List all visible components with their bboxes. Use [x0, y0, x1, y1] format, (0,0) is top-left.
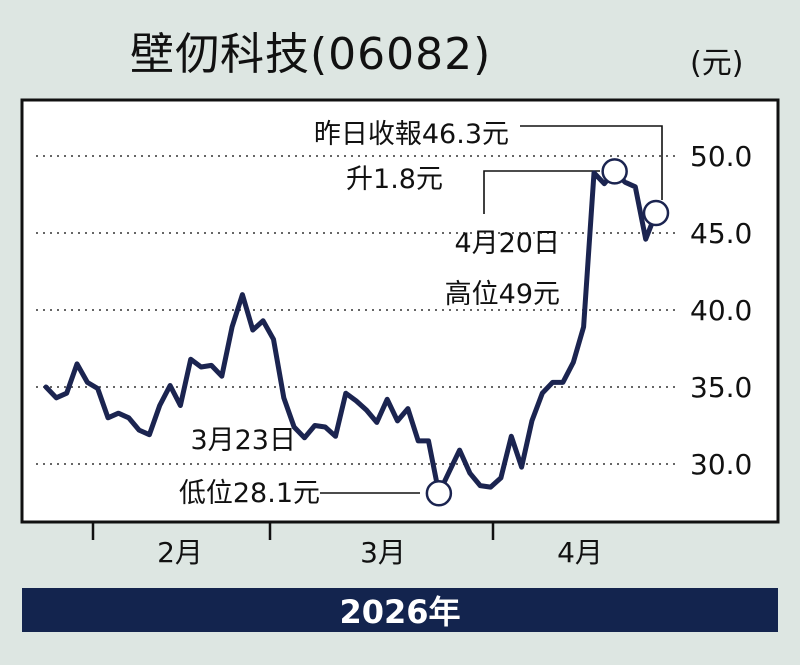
- x-axis: 2月 3月 4月: [91, 522, 603, 569]
- y-ticks: 30.0 35.0 40.0 45.0 50.0: [690, 140, 752, 481]
- y-tick-label: 40.0: [690, 294, 752, 327]
- chart-title: 壁仞科技(06082): [130, 29, 492, 80]
- y-tick-label: 50.0: [690, 140, 752, 173]
- high-leader-line: [483, 170, 600, 214]
- gridlines: [36, 155, 680, 465]
- price-series: [43, 168, 659, 496]
- unit-label: (元): [690, 46, 744, 81]
- x-tick-label: 2月: [157, 536, 203, 569]
- close-leader-line: [520, 125, 663, 200]
- annotation-markers: [425, 158, 670, 507]
- price-line: [43, 168, 659, 496]
- annotation-leaders: [320, 125, 663, 494]
- x-tick-label: 4月: [557, 536, 603, 569]
- y-tick-label: 45.0: [690, 217, 752, 250]
- year-label: 2026年: [339, 593, 461, 631]
- close-point-marker: [642, 199, 670, 227]
- year-bar: 2026年: [22, 588, 778, 632]
- low-annotation-line1: 3月23日: [190, 425, 296, 456]
- y-tick-label: 35.0: [690, 371, 752, 404]
- close-annotation-line1: 昨日收報46.3元: [314, 119, 509, 150]
- high-annotation-line2: 高位49元: [445, 279, 560, 310]
- high-point-marker: [601, 158, 628, 185]
- x-tick-label: 3月: [360, 536, 406, 569]
- high-annotation-line1: 4月20日: [454, 228, 560, 259]
- y-tick-label: 30.0: [690, 448, 752, 481]
- low-point-marker: [425, 480, 453, 507]
- low-annotation-line2: 低位28.1元: [179, 478, 320, 509]
- close-annotation-line2: 升1.8元: [346, 164, 443, 195]
